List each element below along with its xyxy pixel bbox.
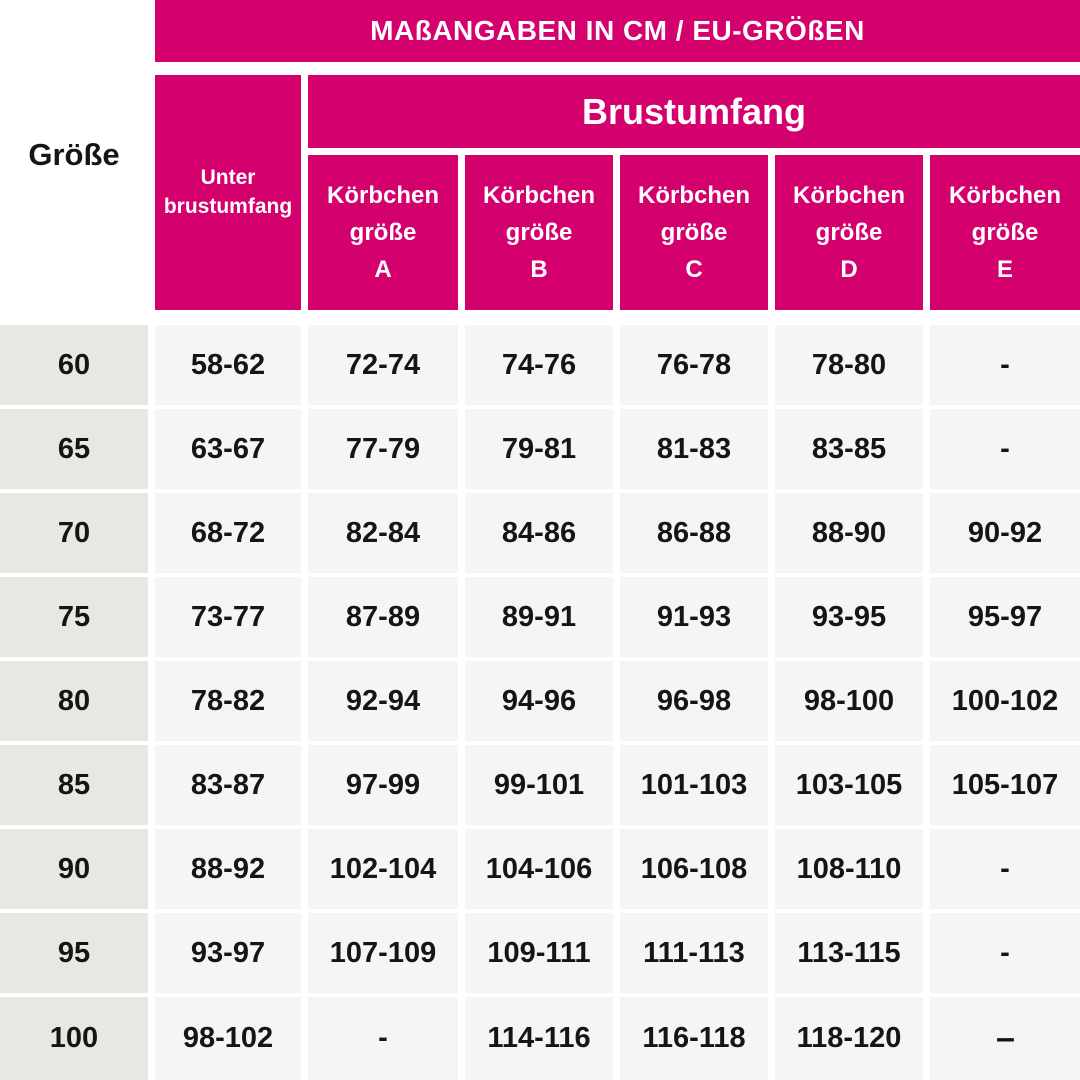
cup-b-cell: 74-76 (465, 325, 613, 405)
cup-header-word2: größe (505, 218, 573, 246)
cup-header-word1: Körbchen (792, 181, 905, 209)
cup-a-cell: 102-104 (308, 829, 458, 909)
cup-a-cell: 107-109 (308, 913, 458, 993)
size-cell: 80 (0, 661, 148, 741)
cup-d-cell: 118-120 (775, 997, 923, 1080)
cup-column-header-b: Körbchen größe B (465, 155, 613, 310)
underbust-cell: 58-62 (155, 325, 301, 405)
cup-b-cell: 79-81 (465, 409, 613, 489)
underbust-cell: 88-92 (155, 829, 301, 909)
cup-e-cell: 90-92 (930, 493, 1080, 573)
underbust-cell: 63-67 (155, 409, 301, 489)
cup-header-word1: Körbchen (637, 181, 750, 209)
cup-header-letter: D (840, 256, 858, 284)
cup-d-cell: 88-90 (775, 493, 923, 573)
cup-e-cell: - (930, 409, 1080, 489)
cup-b-cell: 114-116 (465, 997, 613, 1080)
cup-b-cell: 84-86 (465, 493, 613, 573)
cup-column-header-c: Körbchen größe C (620, 155, 768, 310)
cup-header-word1: Körbchen (482, 181, 595, 209)
cup-column-header-d: Körbchen größe D (775, 155, 923, 310)
cup-e-cell: - (930, 829, 1080, 909)
underbust-header-line1: Unter (200, 166, 256, 190)
cup-header-letter: C (685, 256, 703, 284)
cup-a-cell: 82-84 (308, 493, 458, 573)
cup-a-cell: - (308, 997, 458, 1080)
cup-b-cell: 94-96 (465, 661, 613, 741)
cup-e-cell: 100-102 (930, 661, 1080, 741)
cup-column-header-e: Körbchen größe E (930, 155, 1080, 310)
cup-e-cell: 95-97 (930, 577, 1080, 657)
cup-header-word2: größe (349, 218, 417, 246)
cup-a-cell: 97-99 (308, 745, 458, 825)
cup-d-cell: 78-80 (775, 325, 923, 405)
cup-d-cell: 83-85 (775, 409, 923, 489)
cup-b-cell: 89-91 (465, 577, 613, 657)
underbust-header-line2: brustumfang (163, 194, 293, 218)
underbust-cell: 73-77 (155, 577, 301, 657)
size-cell: 75 (0, 577, 148, 657)
underbust-cell: 93-97 (155, 913, 301, 993)
cup-a-cell: 77-79 (308, 409, 458, 489)
cup-e-cell: - (930, 913, 1080, 993)
size-column-title: Größe (0, 0, 148, 310)
cup-d-cell: 113-115 (775, 913, 923, 993)
cup-d-cell: 98-100 (775, 661, 923, 741)
cup-d-cell: 103-105 (775, 745, 923, 825)
underbust-cell: 78-82 (155, 661, 301, 741)
cup-e-cell: – (930, 997, 1080, 1080)
cup-header-word2: größe (660, 218, 728, 246)
cup-b-cell: 109-111 (465, 913, 613, 993)
cup-a-cell: 92-94 (308, 661, 458, 741)
cup-header-word1: Körbchen (948, 181, 1061, 209)
cup-c-cell: 101-103 (620, 745, 768, 825)
cup-c-cell: 81-83 (620, 409, 768, 489)
size-cell: 65 (0, 409, 148, 489)
size-cell: 90 (0, 829, 148, 909)
cup-header-word2: größe (815, 218, 883, 246)
underbust-cell: 83-87 (155, 745, 301, 825)
cup-a-cell: 72-74 (308, 325, 458, 405)
size-cell: 100 (0, 997, 148, 1080)
underbust-cell: 98-102 (155, 997, 301, 1080)
cup-c-cell: 86-88 (620, 493, 768, 573)
cup-c-cell: 96-98 (620, 661, 768, 741)
size-cell: 70 (0, 493, 148, 573)
size-cell: 60 (0, 325, 148, 405)
cup-header-letter: E (996, 256, 1013, 284)
cup-b-cell: 99-101 (465, 745, 613, 825)
cup-e-cell: 105-107 (930, 745, 1080, 825)
table-title-banner: MAßANGABEN IN CM / EU-GRÖßEN (155, 0, 1080, 62)
cup-c-cell: 111-113 (620, 913, 768, 993)
size-cell: 95 (0, 913, 148, 993)
cup-e-cell: - (930, 325, 1080, 405)
cup-c-cell: 116-118 (620, 997, 768, 1080)
cup-header-word2: größe (971, 218, 1039, 246)
cup-header-word1: Körbchen (326, 181, 439, 209)
cup-column-header-a: Körbchen größe A (308, 155, 458, 310)
bust-group-header: Brustumfang (308, 75, 1080, 148)
cup-a-cell: 87-89 (308, 577, 458, 657)
cup-header-letter: A (374, 256, 392, 284)
cup-c-cell: 91-93 (620, 577, 768, 657)
underbust-cell: 68-72 (155, 493, 301, 573)
cup-header-letter: B (530, 256, 548, 284)
cup-c-cell: 76-78 (620, 325, 768, 405)
cup-b-cell: 104-106 (465, 829, 613, 909)
cup-d-cell: 108-110 (775, 829, 923, 909)
underbust-column-header: Unter brustumfang (155, 75, 301, 310)
size-cell: 85 (0, 745, 148, 825)
cup-d-cell: 93-95 (775, 577, 923, 657)
cup-c-cell: 106-108 (620, 829, 768, 909)
